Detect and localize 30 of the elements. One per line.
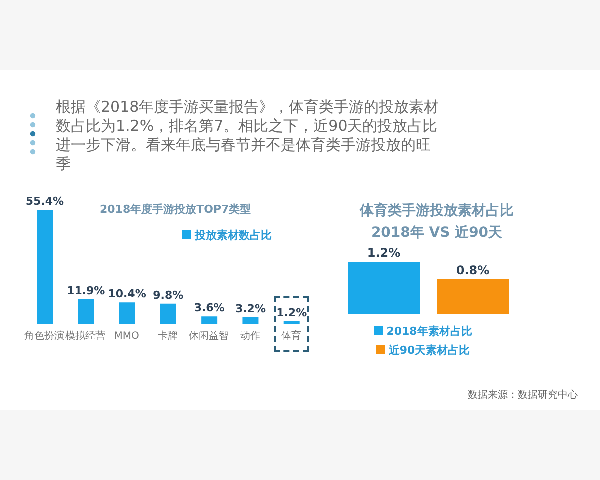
legend-label: 投放素材数占比 — [195, 229, 272, 242]
bar — [78, 300, 94, 324]
bar — [242, 317, 259, 324]
bar — [37, 210, 53, 324]
x-tick-label: 体育 — [281, 330, 302, 342]
source-note: 数据来源：数据研究中心 — [468, 388, 578, 402]
x-tick-label: 休闲益智 — [189, 330, 230, 342]
bar — [160, 304, 176, 324]
chart-title: 2018年度手游投放TOP7类型 — [100, 202, 252, 217]
data-label: 55.4% — [26, 195, 64, 208]
data-label: 10.4% — [108, 288, 146, 301]
data-label: 3.6% — [194, 302, 225, 315]
legend-label: 近90天素材占比 — [388, 344, 470, 357]
x-tick-label: 角色扮演 — [24, 330, 65, 342]
bar — [202, 316, 218, 324]
data-label: 9.8% — [153, 288, 184, 302]
data-label: 3.2% — [235, 302, 266, 316]
data-label: 1.2% — [276, 306, 308, 320]
data-label: 0.8% — [456, 263, 490, 278]
text: 根据《2018年度手游买量报告》，体育类手游的投放素材数占比为1.2%，排名第7。相比之下，近90天的投放占比进一步下滑。看来年底与春节并不是体育类手游投放的旺季 — [56, 98, 440, 174]
x-tick-label: MMO — [114, 331, 140, 342]
chart-subtitle: 2018年 VS 近90天 — [370, 224, 504, 242]
chart-title: 体育类手游投放素材占比 — [358, 202, 515, 220]
x-tick-label: 动作 — [240, 331, 260, 342]
x-tick-label: 模拟经营 — [66, 330, 106, 342]
data-label: 11.9% — [67, 284, 106, 298]
x-tick-label: 卡牌 — [158, 330, 178, 342]
legend-label: 2018年素材占比 — [386, 325, 472, 338]
data-label: 1.2% — [367, 246, 401, 260]
bar — [119, 302, 136, 324]
